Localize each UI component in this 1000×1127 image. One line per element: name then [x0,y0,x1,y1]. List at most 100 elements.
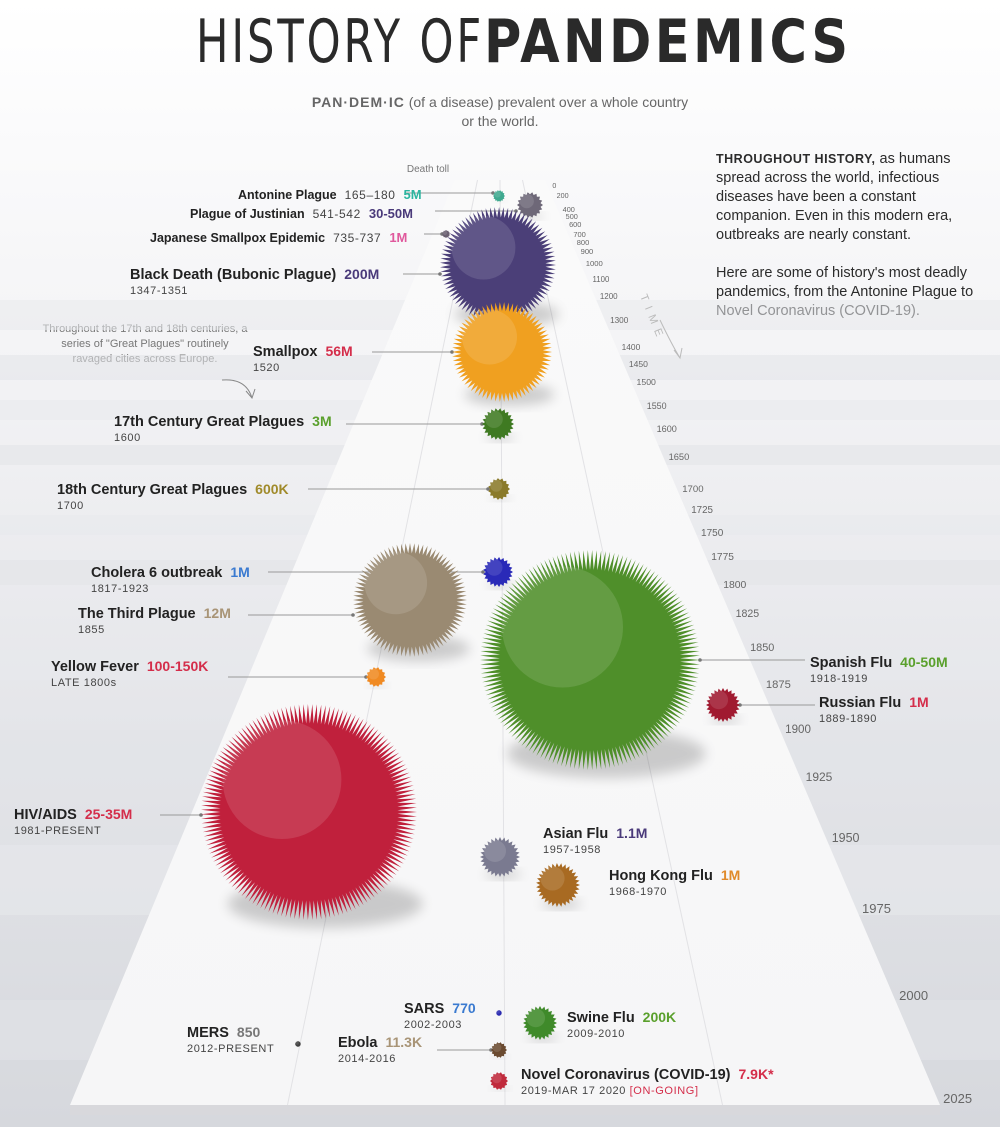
pandemic-name: Russian Flu [819,695,902,711]
bubble-asianflu [480,837,520,877]
death-toll-value: 1.1M [616,825,648,841]
time-tick-label: 1100 [593,275,610,284]
time-tick-label: 1550 [647,401,667,411]
time-tick-label: 600 [569,220,581,229]
bubble-swineflu [523,1006,557,1040]
pandemic-years: 165–180 [344,188,396,202]
road-edge [70,1105,940,1115]
pandemic-name: 17th Century Great Plagues [114,414,305,430]
label-russianflu: Russian Flu 1M 1889-1890 [819,694,929,725]
label-sars: SARS 770 2002-2003 [404,1000,476,1031]
label-cholera: Cholera 6 outbreak 1M 1817-1923 [91,564,250,595]
pandemic-name: Swine Flu [567,1010,635,1026]
definition-text: (of a disease) prevalent over a whole co… [404,94,689,129]
pandemic-years: 2002-2003 [404,1019,463,1031]
bubble-sars [496,1010,502,1016]
death-toll-label: Death toll [406,164,450,175]
death-toll-value: 200M [344,266,380,282]
pandemic-bubbles [201,190,741,1091]
note-arrow [221,379,256,399]
pandemic-name: Cholera 6 outbreak [91,565,223,581]
bubble-russianflu [706,688,740,722]
time-tick-label: 1000 [586,259,603,268]
pandemic-years: 2019-MAR 17 2020 [ON-GOING] [521,1085,699,1097]
bubble-highlight [295,1041,299,1045]
bubble-highlight [364,551,428,615]
time-tick-label: 2000 [899,988,928,1003]
connector-dot [199,813,203,817]
label-hiv: HIV/AIDS 25-35M 1981-PRESENT [14,806,132,837]
pandemic-years: 1520 [253,362,280,374]
time-tick-label: 200 [557,191,569,200]
connector-dot [486,487,490,491]
time-tick-label: 1700 [682,484,703,495]
title-bold: PANDEMICS [483,7,852,77]
connector-dot [514,209,518,213]
death-toll-value: 12M [203,605,231,621]
death-toll-value: 56M [325,343,353,359]
pandemic-name: Novel Coronavirus (COVID-19) [521,1067,731,1083]
pandemic-years: 1347-1351 [130,285,189,297]
death-toll-value: 850 [236,1024,261,1040]
label-hongkong: Hong Kong Flu 1M 1968-1970 [609,867,740,898]
time-tick-label: 0 [552,182,556,190]
pandemic-name: Ebola [338,1035,378,1051]
bubble-highlight [222,720,342,839]
pandemic-years: LATE 1800s [51,677,117,689]
death-toll-value: 11.3K [385,1034,423,1050]
death-toll-value: 1M [230,564,250,580]
pandemic-years: 735-737 [333,231,382,245]
label-great17: 17th Century Great Plagues 3M 1600 [114,413,332,444]
bubble-highlight [496,1010,500,1014]
death-toll-value: 7.9K* [738,1066,774,1082]
time-tick-label: 2025 [943,1091,972,1106]
title-light: HISTORY OF [195,7,484,77]
time-tick-label: 1900 [785,723,811,736]
bubble-thirdplague [353,543,467,657]
pandemic-years: 2009-2010 [567,1028,626,1040]
death-toll-value: 25-35M [84,806,133,822]
time-tick-label: 1200 [600,292,618,301]
bubble-highlight [709,690,729,710]
bubble-highlight [491,1073,502,1084]
pandemic-name: Asian Flu [543,826,609,842]
bubble-ebola [491,1042,507,1058]
time-tick-label: 800 [577,238,590,247]
time-tick-label: 1775 [711,552,734,563]
status-tag: [ON-GOING] [626,1085,699,1097]
death-toll-value: 30-50M [368,206,413,221]
bubble-blackdeath [440,207,556,323]
pandemic-name: Smallpox [253,344,318,360]
label-swineflu: Swine Flu 200K 2009-2010 [567,1009,676,1040]
death-toll-value: 100-150K [146,658,209,674]
bubble-highlight [540,866,565,891]
bubble-highlight [485,410,503,429]
pandemic-years: 1855 [78,624,105,636]
definition-term: PAN·DEM·IC [311,94,405,110]
label-ebola: Ebola 11.3K 2014-2016 [338,1034,422,1065]
pandemic-years: 1918-1919 [810,673,869,685]
time-axis-arrow [659,319,683,360]
death-toll-value: 5M [403,187,422,202]
bubble-spanishflu [480,550,700,770]
bubble-highlight [502,566,623,688]
bubble-highlight [526,1008,546,1028]
time-tick-label: 1800 [723,580,746,591]
pandemic-years: 2014-2016 [338,1053,397,1065]
label-spanishflu: Spanish Flu 40-50M 1918-1919 [810,654,948,685]
pandemic-name: Yellow Fever [51,659,139,675]
pandemic-name: Japanese Smallpox Epidemic [150,231,326,245]
time-tick-label: 1300 [610,316,629,325]
label-yellowfever: Yellow Fever 100-150K LATE 1800s [51,658,208,689]
time-tick-label: 1500 [637,377,656,387]
time-tick-label: 1400 [622,342,641,352]
pandemic-years: 541-542 [312,207,361,221]
label-thirdplague: The Third Plague 12M 1855 [78,605,231,636]
pandemic-name: Spanish Flu [810,655,893,671]
bubble-smallpox [452,302,552,402]
bubble-highlight [519,193,534,209]
bubble-antonine [493,190,505,202]
